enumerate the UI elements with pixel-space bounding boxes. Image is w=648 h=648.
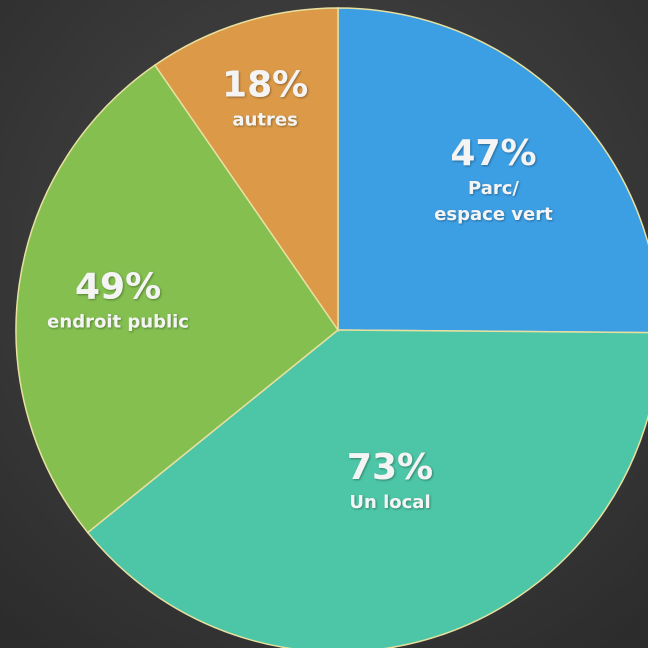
pie-slice — [86, 329, 648, 648]
pie-slice — [15, 64, 340, 534]
pie — [15, 7, 648, 648]
category-label: Parc/espace vert — [434, 178, 553, 225]
pie-slice — [153, 7, 339, 333]
category-label-line: espace vert — [434, 204, 553, 225]
value-label: 47% — [450, 133, 536, 174]
category-label-line: Parc/ — [468, 178, 519, 199]
value-label: 73% — [347, 447, 433, 488]
category-label: Un local — [349, 492, 430, 513]
pie-slice — [337, 7, 648, 334]
category-label: endroit public — [47, 311, 189, 332]
value-label: 49% — [75, 266, 161, 307]
value-label: 18% — [222, 64, 308, 105]
category-label: autres — [232, 109, 297, 130]
